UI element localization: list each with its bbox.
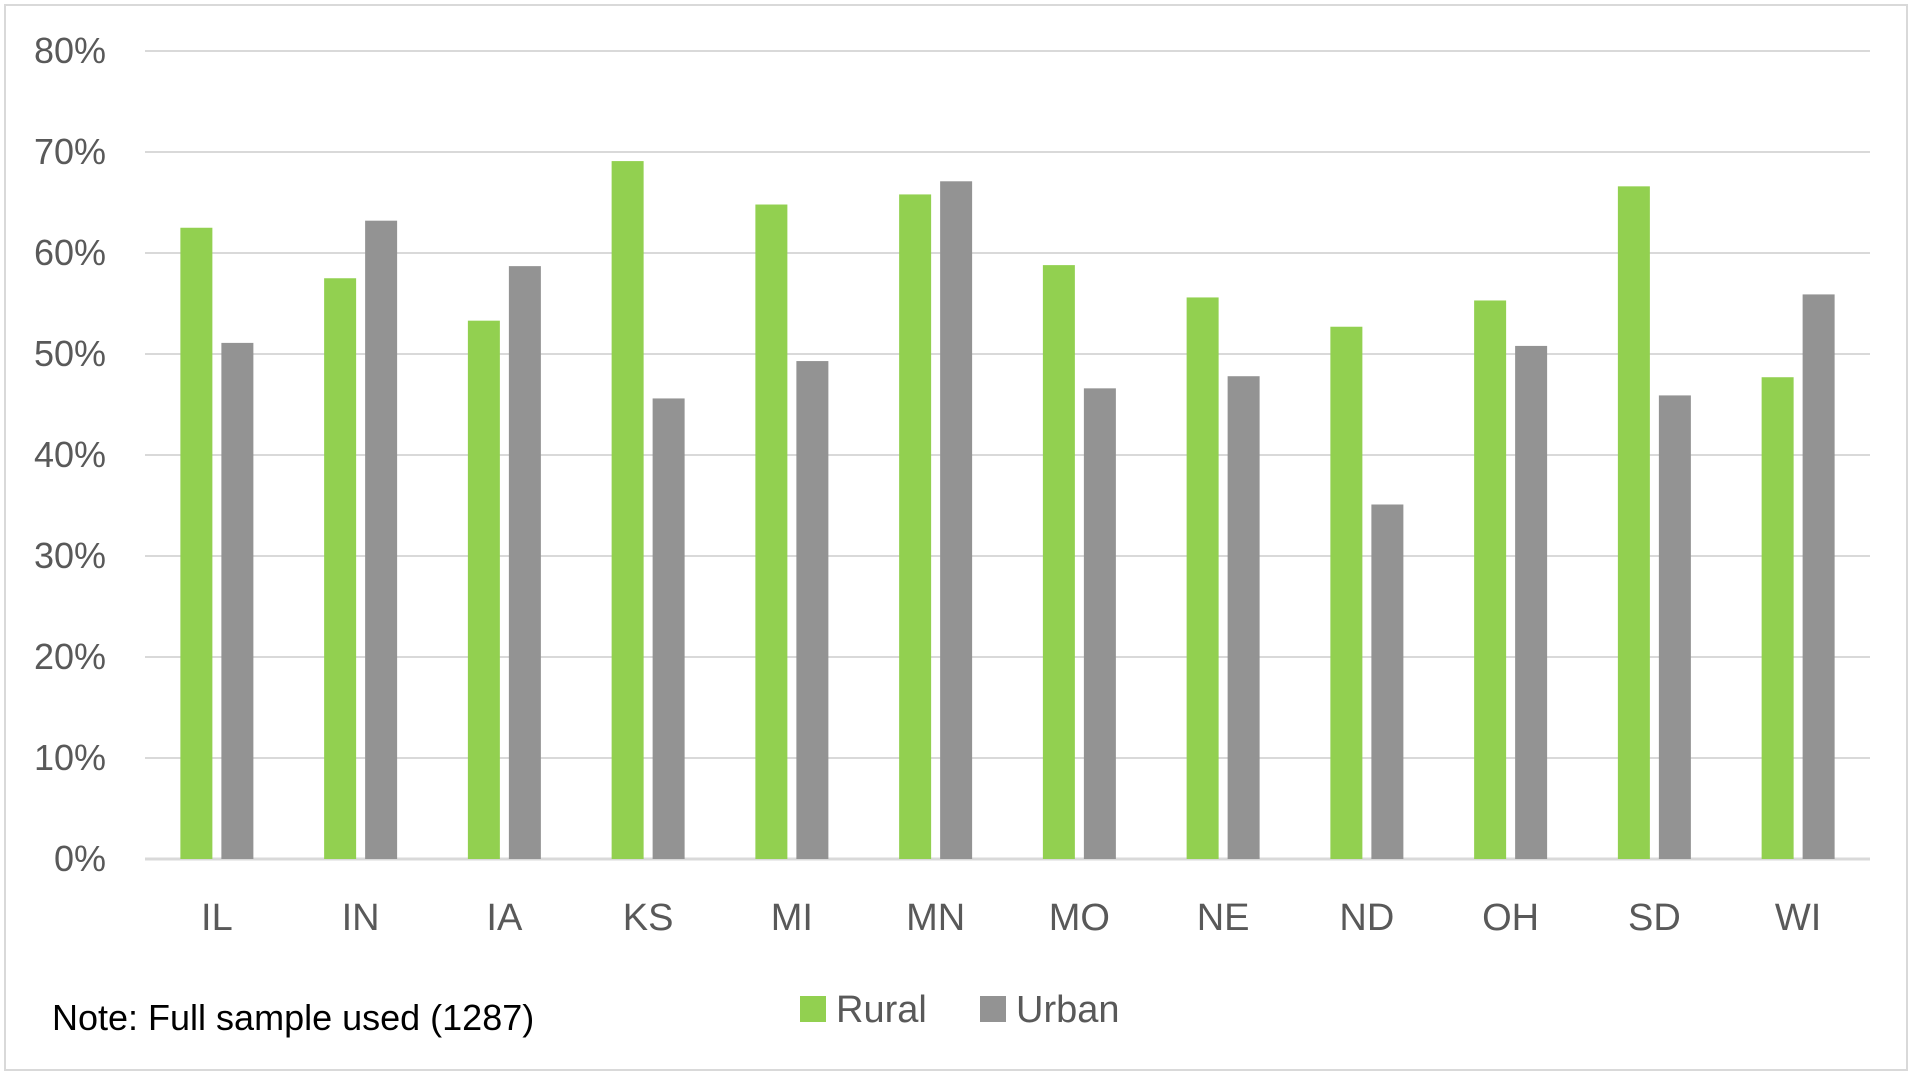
bar-urban-nd — [1371, 504, 1404, 859]
bar-rural-nd — [1330, 326, 1363, 860]
bar-urban-il — [221, 342, 254, 859]
bar-urban-wi — [1802, 294, 1835, 859]
bar-urban-mi — [796, 361, 829, 859]
y-tick-label: 70% — [34, 131, 106, 172]
chart-note: Note: Full sample used (1287) — [52, 997, 534, 1038]
x-tick-label: IA — [486, 897, 523, 939]
bar-rural-ne — [1186, 297, 1219, 859]
legend-swatch-urban — [980, 996, 1006, 1022]
y-tick-label: 80% — [34, 30, 106, 71]
legend-label-rural: Rural — [836, 989, 927, 1031]
x-axis-ticks: IL IN IA KS MI MN MO NE ND OH SD WI — [201, 897, 1821, 939]
x-tick-label: OH — [1482, 897, 1539, 939]
legend-swatch-rural — [800, 996, 826, 1022]
x-tick-label: MO — [1049, 897, 1110, 939]
x-tick-label: MN — [906, 897, 965, 939]
x-tick-label: NE — [1197, 897, 1250, 939]
y-tick-label: 10% — [34, 737, 106, 778]
y-tick-label: 50% — [34, 333, 106, 374]
bar-urban-ne — [1227, 376, 1260, 859]
bar-urban-oh — [1515, 345, 1548, 859]
y-tick-label: 0% — [54, 838, 106, 879]
bar-rural-il — [180, 227, 213, 859]
x-tick-label: MI — [771, 897, 813, 939]
x-tick-label: ND — [1339, 897, 1394, 939]
bar-rural-ia — [467, 320, 500, 859]
bar-urban-in — [365, 220, 398, 859]
y-tick-label: 40% — [34, 434, 106, 475]
bar-urban-sd — [1658, 395, 1691, 859]
x-tick-label: SD — [1628, 897, 1681, 939]
bar-urban-ks — [652, 398, 685, 859]
legend-label-urban: Urban — [1016, 989, 1120, 1031]
bar-urban-mo — [1083, 388, 1116, 859]
bar-rural-ks — [611, 161, 644, 860]
y-tick-label: 60% — [34, 232, 106, 273]
y-axis-ticks: 0% 10% 20% 30% 40% 50% 60% 70% 80% — [34, 30, 106, 879]
legend: Rural Urban — [800, 989, 1120, 1031]
x-tick-label: IN — [342, 897, 380, 939]
bar-rural-sd — [1617, 186, 1650, 860]
bar-rural-mn — [899, 194, 932, 860]
bars — [180, 161, 1835, 860]
x-tick-label: WI — [1775, 897, 1821, 939]
x-tick-label: IL — [201, 897, 233, 939]
gridlines — [145, 50, 1870, 861]
bar-rural-mo — [1042, 265, 1075, 859]
y-tick-label: 20% — [34, 636, 106, 677]
bar-urban-mn — [940, 181, 973, 860]
bar-urban-ia — [508, 266, 541, 859]
x-tick-label: KS — [623, 897, 674, 939]
bar-rural-oh — [1474, 300, 1507, 860]
bar-rural-wi — [1761, 377, 1794, 859]
bar-rural-mi — [755, 204, 788, 859]
y-tick-label: 30% — [34, 535, 106, 576]
bar-rural-in — [324, 278, 357, 859]
